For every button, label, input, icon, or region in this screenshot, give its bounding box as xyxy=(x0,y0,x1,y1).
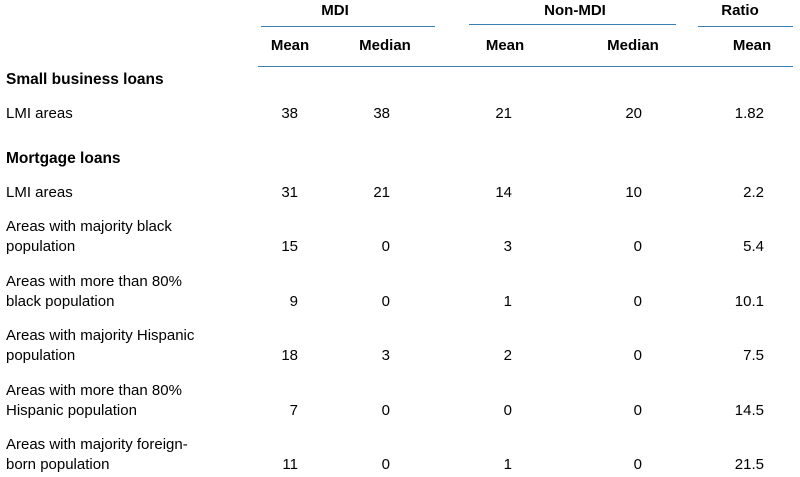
cell-ratio-mean: 14.5 xyxy=(734,402,764,419)
cell-mdi-mean: 7 xyxy=(289,402,298,419)
cell-mdi-median: 0 xyxy=(381,238,390,255)
cell-non-mdi-mean: 3 xyxy=(503,238,512,255)
cell-non-mdi-median: 0 xyxy=(633,347,642,364)
cell-non-mdi-median: 20 xyxy=(625,105,642,122)
row-label-line1: Areas with more than 80% xyxy=(6,273,182,290)
row-label-line2: Hispanic population xyxy=(6,402,137,419)
cell-non-mdi-mean: 2 xyxy=(503,347,512,364)
cell-non-mdi-mean: 0 xyxy=(503,402,512,419)
header-group-mdi: MDI xyxy=(321,2,349,19)
cell-mdi-median: 38 xyxy=(373,105,390,122)
cell-ratio-mean: 7.5 xyxy=(743,347,764,364)
cell-mdi-mean: 11 xyxy=(282,456,298,473)
cell-mdi-mean: 38 xyxy=(281,105,298,122)
row-label-line2: population xyxy=(6,347,76,364)
header-group-non-mdi: Non-MDI xyxy=(544,2,606,19)
cell-non-mdi-median: 0 xyxy=(633,402,642,419)
cell-mdi-mean: 15 xyxy=(281,238,298,255)
ratio-group-rule xyxy=(698,26,793,27)
mdi-group-rule xyxy=(261,26,435,27)
cell-mdi-median: 0 xyxy=(381,293,390,310)
cell-ratio-mean: 5.4 xyxy=(743,238,764,255)
cell-non-mdi-median: 0 xyxy=(633,238,642,255)
cell-non-mdi-median: 10 xyxy=(625,184,642,201)
cell-mdi-median: 3 xyxy=(381,347,390,364)
cell-ratio-mean: 21.5 xyxy=(734,456,764,473)
cell-ratio-mean: 10.1 xyxy=(734,293,764,310)
section-title-small-business: Small business loans xyxy=(6,71,164,88)
cell-mdi-median: 21 xyxy=(373,184,390,201)
cell-mdi-mean: 18 xyxy=(281,347,298,364)
cell-non-mdi-median: 0 xyxy=(633,456,642,473)
row-label-line1: Areas with more than 80% xyxy=(6,382,182,399)
row-label-line1: Areas with majority foreign- xyxy=(6,436,188,453)
row-label-line1: Areas with majority Hispanic xyxy=(6,327,195,344)
row-label-line1: Areas with majority black xyxy=(6,218,172,235)
cell-ratio-mean: 1.82 xyxy=(734,105,764,122)
cell-mdi-median: 0 xyxy=(381,456,390,473)
section-title-mortgage: Mortgage loans xyxy=(6,150,121,167)
header-non-mdi-mean: Mean xyxy=(485,37,525,54)
row-label: LMI areas xyxy=(6,184,73,201)
cell-non-mdi-mean: 1 xyxy=(503,293,512,310)
cell-non-mdi-mean: 1 xyxy=(503,456,512,473)
cell-mdi-median: 0 xyxy=(381,402,390,419)
row-label: LMI areas xyxy=(6,105,73,122)
row-label-line2: born population xyxy=(6,456,110,473)
header-mdi-mean: Mean xyxy=(270,37,310,54)
row-label-line2: population xyxy=(6,238,76,255)
header-group-ratio: Ratio xyxy=(721,2,759,19)
cell-mdi-mean: 31 xyxy=(281,184,298,201)
header-mdi-median: Median xyxy=(359,37,411,54)
cell-non-mdi-mean: 21 xyxy=(495,105,512,122)
row-label-line2: black population xyxy=(6,293,115,310)
cell-non-mdi-median: 0 xyxy=(633,293,642,310)
cell-mdi-mean: 9 xyxy=(289,293,298,310)
cell-ratio-mean: 2.2 xyxy=(743,184,764,201)
header-rule xyxy=(258,66,793,67)
non-mdi-group-rule xyxy=(469,24,676,25)
header-ratio-mean: Mean xyxy=(732,37,772,54)
header-non-mdi-median: Median xyxy=(607,37,659,54)
cell-non-mdi-mean: 14 xyxy=(495,184,512,201)
